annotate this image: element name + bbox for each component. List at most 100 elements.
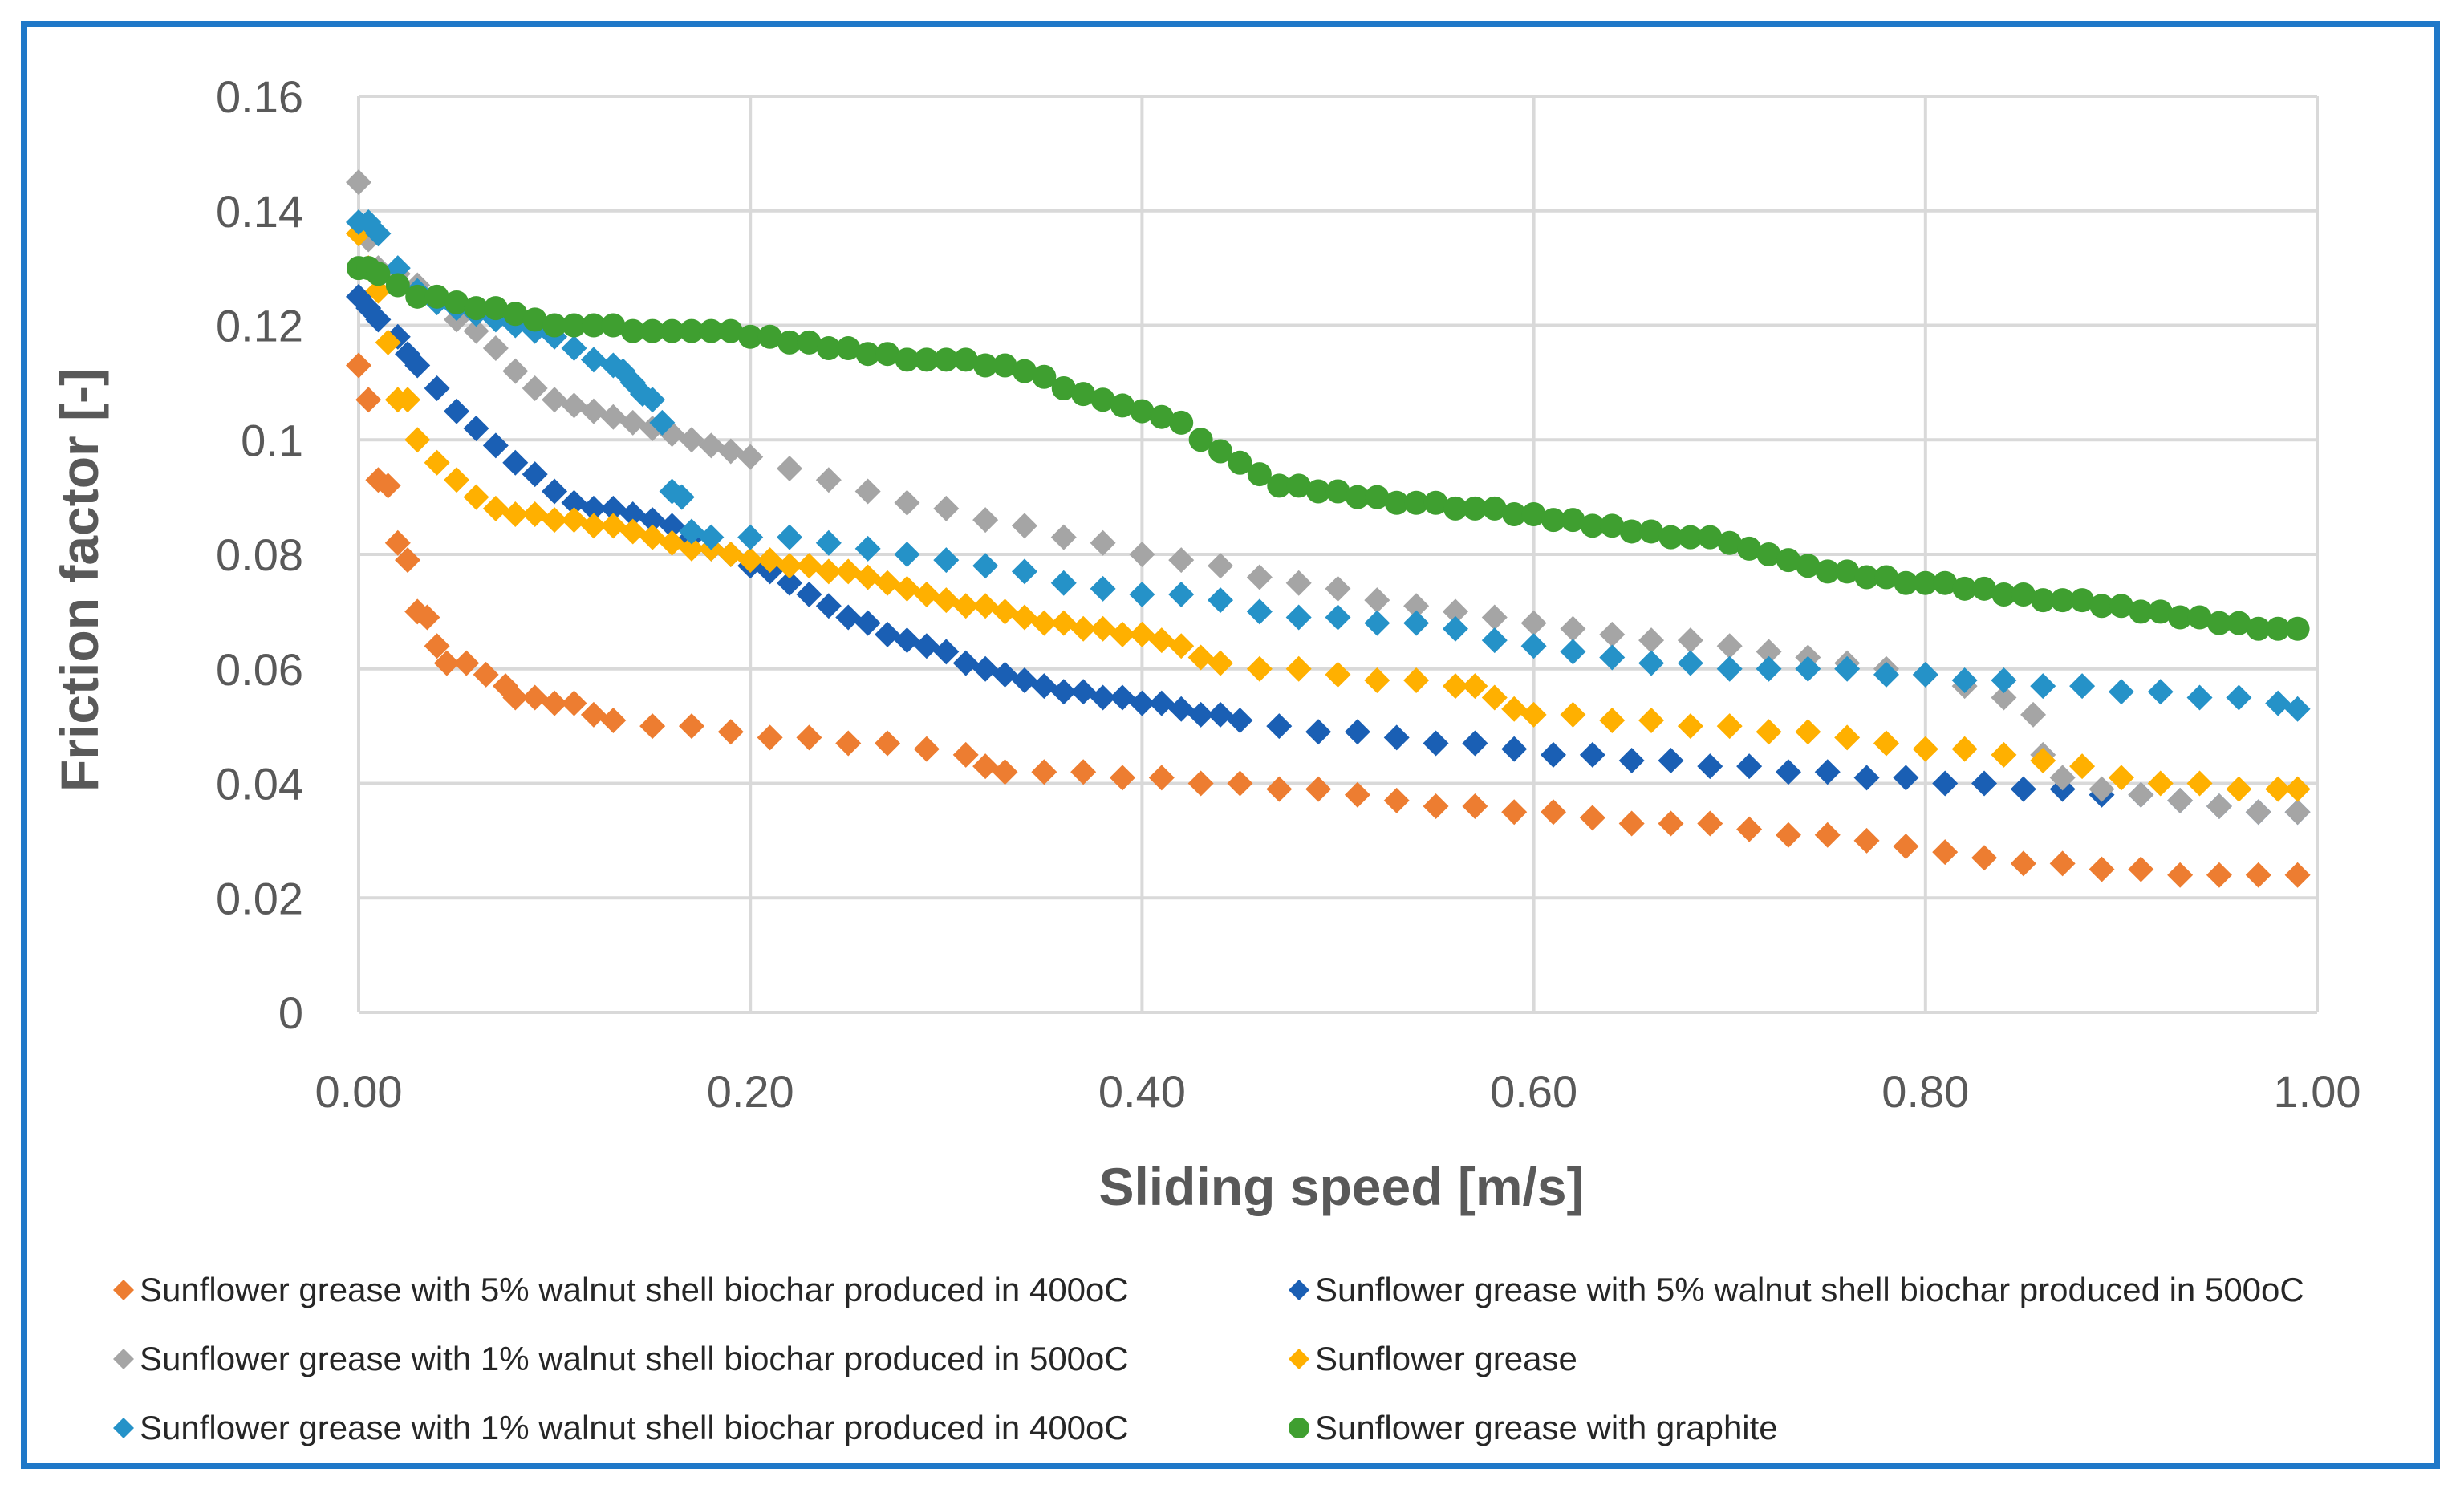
series-2	[346, 283, 2311, 826]
data-point	[2070, 588, 2095, 613]
data-point	[913, 633, 940, 659]
data-point	[405, 284, 430, 309]
data-point	[365, 278, 392, 304]
data-point	[2167, 787, 2194, 813]
data-point	[424, 449, 450, 476]
data-point	[933, 587, 960, 614]
data-point	[777, 455, 803, 481]
data-point	[601, 313, 626, 338]
data-point	[502, 449, 529, 476]
data-point	[854, 478, 881, 505]
data-point	[1403, 593, 1430, 619]
data-point	[1541, 508, 1566, 533]
data-point	[384, 255, 411, 282]
data-point	[835, 604, 862, 631]
data-point	[1344, 781, 1370, 808]
data-point	[375, 329, 401, 355]
data-point	[2246, 616, 2271, 641]
data-point	[972, 553, 999, 579]
data-point	[1815, 559, 1840, 584]
legend-label: Sunflower grease with 5% walnut shell bi…	[1315, 1271, 2304, 1308]
data-point	[1873, 730, 1899, 757]
data-point	[1521, 502, 1546, 527]
data-point	[933, 639, 960, 665]
data-point	[1638, 650, 1665, 676]
data-point	[1482, 496, 1507, 521]
data-point	[1345, 485, 1370, 509]
data-point	[698, 524, 725, 550]
data-point	[1795, 719, 1821, 745]
data-point	[796, 581, 822, 607]
data-point	[1364, 610, 1390, 636]
data-point	[2030, 673, 2056, 700]
data-point	[1090, 615, 1116, 642]
x-tick-label: 0.40	[1098, 1066, 1186, 1117]
data-point	[2128, 781, 2154, 808]
data-point	[1070, 615, 1097, 642]
data-point	[1894, 570, 1918, 595]
y-tick-label: 0	[278, 988, 303, 1038]
data-point	[1775, 759, 1801, 785]
data-point	[2148, 599, 2173, 624]
data-point	[1501, 736, 1528, 762]
data-point	[1717, 530, 1742, 555]
data-point	[1285, 570, 1312, 596]
data-point	[424, 633, 450, 659]
data-point	[1599, 621, 1626, 647]
legend-marker	[1289, 1349, 1309, 1369]
data-point	[1913, 570, 1938, 595]
data-point	[678, 427, 704, 453]
data-point	[1991, 582, 2016, 607]
data-point	[1912, 736, 1938, 762]
data-point	[1423, 730, 1449, 757]
data-point	[972, 655, 999, 682]
data-point	[1560, 639, 1586, 665]
data-point	[1737, 536, 1762, 561]
y-tick-label: 0.14	[216, 186, 303, 237]
data-point	[346, 352, 371, 379]
data-point	[1697, 810, 1723, 837]
data-point	[444, 290, 469, 314]
data-point	[1325, 575, 1351, 602]
data-point	[2108, 679, 2134, 705]
legend: Sunflower grease with 5% walnut shell bi…	[113, 1271, 2304, 1446]
data-point	[464, 296, 489, 321]
data-point	[1011, 604, 1037, 631]
data-point	[1462, 730, 1488, 757]
data-point	[1716, 713, 1743, 740]
data-point	[482, 335, 509, 362]
data-point	[640, 318, 665, 343]
data-point	[1011, 513, 1037, 539]
data-point	[2168, 605, 2193, 630]
data-point	[2109, 594, 2133, 619]
data-point	[737, 547, 764, 574]
y-tick-label: 0.12	[216, 301, 303, 351]
legend-marker	[1289, 1280, 1309, 1300]
data-point	[738, 324, 763, 349]
data-point	[1051, 376, 1076, 401]
data-point	[1481, 604, 1508, 631]
data-point	[678, 518, 704, 545]
data-point	[1208, 701, 1234, 728]
y-axis-ticks: 0 0.02 0.04 0.06 0.08 0.1 0.12 0.14 0.16	[216, 71, 303, 1038]
data-point	[797, 330, 822, 355]
data-point	[2284, 862, 2311, 888]
data-point	[2187, 605, 2212, 630]
data-point	[1932, 770, 1959, 797]
legend-marker	[1289, 1418, 1309, 1438]
legend-label: Sunflower grease	[1315, 1340, 1577, 1377]
data-point	[914, 347, 939, 372]
data-point	[482, 495, 509, 521]
data-point	[659, 513, 685, 539]
data-point	[2010, 850, 2036, 877]
data-point	[1951, 667, 1978, 694]
data-point	[875, 570, 901, 596]
data-point	[1110, 393, 1135, 418]
data-point	[1325, 661, 1351, 688]
data-point	[659, 529, 685, 556]
data-point	[913, 736, 940, 762]
data-point	[1169, 410, 1194, 435]
data-point	[2128, 856, 2154, 882]
data-point	[1932, 839, 1959, 866]
data-point	[1423, 490, 1448, 515]
